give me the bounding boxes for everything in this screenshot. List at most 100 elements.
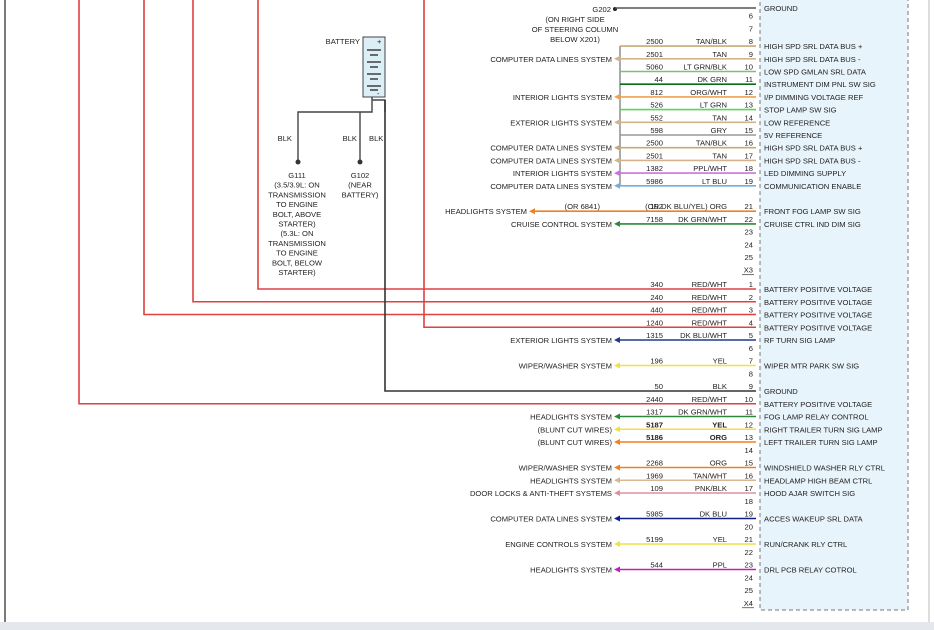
wire-color: RED/WHT <box>692 395 728 404</box>
pin-function: ACCES WAKEUP SRL DATA <box>764 515 864 524</box>
circuit-number: 5986 <box>646 177 663 186</box>
ground-label: TO ENGINE <box>276 249 318 258</box>
ground-label: (NEAR <box>348 181 372 190</box>
pin-function: RF TURN SIG LAMP <box>764 336 835 345</box>
wire-color: LT GRN/BLK <box>683 63 727 72</box>
pin-number: 25 <box>745 586 753 595</box>
pin-function: STOP LAMP SW SIG <box>764 106 837 115</box>
pin-number: 7 <box>749 24 753 33</box>
ground-label: TRANSMISSION <box>268 190 326 199</box>
pin-function: LOW REFERENCE <box>764 118 830 127</box>
pin-function: RIGHT TRAILER TURN SIG LAMP <box>764 425 883 434</box>
pin-number: 18 <box>745 497 753 506</box>
system-label: COMPUTER DATA LINES SYSTEM <box>490 182 612 191</box>
pin-function: RUN/CRANK RLY CTRL <box>764 540 847 549</box>
system-label: HEADLIGHTS SYSTEM <box>530 566 612 575</box>
arrow <box>614 157 620 164</box>
pin-number: 17 <box>745 151 753 160</box>
system-label: EXTERIOR LIGHTS SYSTEM <box>510 118 612 127</box>
circuit-number: 5985 <box>646 510 663 519</box>
wire-color: TAN <box>712 151 727 160</box>
pin-number: 9 <box>749 382 753 391</box>
wire <box>192 0 756 303</box>
arrow <box>529 208 535 215</box>
circuit-number: 440 <box>650 306 663 315</box>
wire-color: DK GRN <box>697 75 727 84</box>
ground-ref: G202 <box>592 5 611 14</box>
arrow <box>614 93 620 100</box>
wire-color: RED/WHT <box>692 318 728 327</box>
pin-number: 16 <box>745 471 753 480</box>
wire-color: RED/WHT <box>692 293 728 302</box>
pin-number: 15 <box>745 126 753 135</box>
system-label: (BLUNT CUT WIRES) <box>538 438 613 447</box>
pin-number: 8 <box>749 37 753 46</box>
pin-function: BATTERY POSITIVE VOLTAGE <box>764 400 872 409</box>
arrow <box>614 182 620 189</box>
ground-symbols <box>295 159 363 165</box>
ground-label: G111 <box>288 171 305 180</box>
circuit-number: 192 <box>650 202 663 211</box>
wire-color: LT GRN <box>700 101 727 110</box>
pin-number: 19 <box>745 510 753 519</box>
pin-function: I/P DIMMING VOLTAGE REF <box>764 93 864 102</box>
pin-function: HEADLAMP HIGH BEAM CTRL <box>764 476 872 485</box>
pin-number: 11 <box>745 75 753 84</box>
pin-number: 1 <box>749 280 753 289</box>
arrow <box>614 337 620 343</box>
pin-number: 5 <box>749 331 753 340</box>
ground-label: TO ENGINE <box>276 200 318 209</box>
pin-number: 3 <box>749 306 753 315</box>
circuit-number: 5187 <box>646 420 663 429</box>
wire-color: DK GRN/WHT <box>678 215 727 224</box>
pin-function: HIGH SPD SRL DATA BUS + <box>764 144 863 153</box>
ground-label: G102 <box>351 171 370 180</box>
pin-number: 8 <box>749 369 753 378</box>
circuit-number: 5199 <box>646 535 663 544</box>
wire-color: TAN/BLK <box>696 37 727 46</box>
pin-number: 10 <box>745 63 753 72</box>
system-label: INTERIOR LIGHTS SYSTEM <box>513 169 612 178</box>
wire <box>384 100 756 392</box>
pin-number: 13 <box>745 101 753 110</box>
circuit-number: 50 <box>655 382 663 391</box>
circuit-number: 552 <box>650 113 663 122</box>
wire-color: ORG <box>710 433 727 442</box>
pin-number: 11 <box>745 408 753 417</box>
arrow <box>614 220 620 227</box>
pin-number: 10 <box>745 395 753 404</box>
circuit-number: 1315 <box>646 331 663 340</box>
pin-function: HOOD AJAR SWITCH SIG <box>764 489 855 498</box>
pin-function: COMMUNICATION ENABLE <box>764 182 861 191</box>
pin-number: 16 <box>745 139 753 148</box>
circuit-number: 340 <box>650 280 663 289</box>
pin-number: 21 <box>745 535 753 544</box>
ground-label: TRANSMISSION <box>268 239 326 248</box>
pin-number: 9 <box>749 50 753 59</box>
pin-number: 21 <box>745 202 753 211</box>
circuit-number: 598 <box>650 126 663 135</box>
wire-color: TAN/BLK <box>696 139 727 148</box>
system-label: WIPER/WASHER SYSTEM <box>519 362 612 371</box>
wire-label: BLK <box>369 134 383 143</box>
system-label: WIPER/WASHER SYSTEM <box>519 464 612 473</box>
wire-label: BLK <box>343 134 357 143</box>
pin-function: WIPER MTR PARK SW SIG <box>764 362 859 371</box>
system-label: INTERIOR LIGHTS SYSTEM <box>513 93 612 102</box>
wire-color: PPL <box>713 561 727 570</box>
circuit-number: 109 <box>650 484 663 493</box>
wire-color: YEL <box>713 535 727 544</box>
circuit-number: 2500 <box>646 37 663 46</box>
arrow <box>614 426 620 433</box>
system-label: ENGINE CONTROLS SYSTEM <box>505 540 612 549</box>
ground-label: BATTERY) <box>342 190 379 199</box>
pin-number: 24 <box>745 573 753 582</box>
battery-label: BATTERY <box>326 37 360 46</box>
battery-pos: + <box>377 37 382 46</box>
pin-number: 14 <box>745 113 753 122</box>
wire <box>143 0 756 316</box>
pin-function: FRONT FOG LAMP SW SIG <box>764 207 861 216</box>
wire-color: LT BLU <box>702 177 727 186</box>
arrow <box>614 515 620 522</box>
